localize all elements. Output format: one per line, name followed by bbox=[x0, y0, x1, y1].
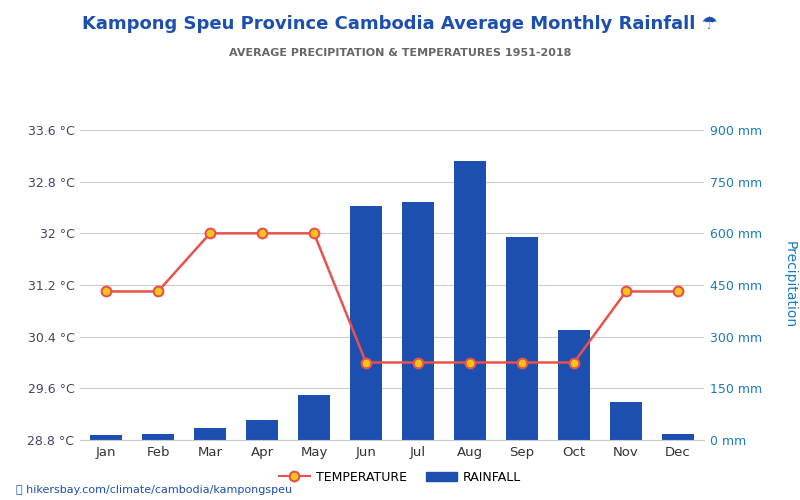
Text: 📍 hikersbay.com/climate/cambodia/kampongspeu: 📍 hikersbay.com/climate/cambodia/kampong… bbox=[16, 485, 292, 495]
Bar bbox=[662, 434, 694, 440]
Bar bbox=[402, 202, 434, 440]
Text: AVERAGE PRECIPITATION & TEMPERATURES 1951-2018: AVERAGE PRECIPITATION & TEMPERATURES 195… bbox=[229, 48, 571, 58]
Bar bbox=[454, 161, 486, 440]
Text: Kampong Speu Province Cambodia Average Monthly Rainfall ☂: Kampong Speu Province Cambodia Average M… bbox=[82, 15, 718, 33]
Y-axis label: Precipitation: Precipitation bbox=[782, 242, 797, 328]
Bar bbox=[350, 206, 382, 440]
Bar bbox=[558, 330, 590, 440]
Bar bbox=[90, 435, 122, 440]
Bar bbox=[298, 395, 330, 440]
Bar bbox=[142, 434, 174, 440]
Bar bbox=[194, 428, 226, 440]
Bar bbox=[246, 420, 278, 440]
Legend: TEMPERATURE, RAINFALL: TEMPERATURE, RAINFALL bbox=[274, 466, 526, 489]
Bar bbox=[610, 402, 642, 440]
Bar bbox=[506, 237, 538, 440]
